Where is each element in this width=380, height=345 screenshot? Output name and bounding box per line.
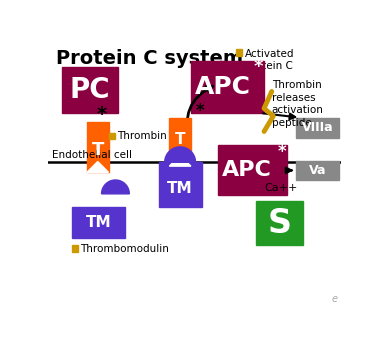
Text: e: e <box>331 294 337 304</box>
Text: *: * <box>254 58 263 76</box>
Polygon shape <box>87 161 109 172</box>
Bar <box>169 118 191 166</box>
Text: T: T <box>175 132 185 147</box>
Polygon shape <box>169 155 191 166</box>
Polygon shape <box>101 180 129 194</box>
Bar <box>296 161 339 180</box>
Bar <box>256 201 302 245</box>
Text: *: * <box>97 105 107 124</box>
Bar <box>71 207 125 238</box>
Bar <box>62 67 118 113</box>
Text: Endothelial cell: Endothelial cell <box>52 150 132 160</box>
Text: TM: TM <box>86 215 111 230</box>
Text: PC: PC <box>70 76 110 104</box>
Text: TM: TM <box>167 181 193 196</box>
Text: APC: APC <box>195 75 251 99</box>
Bar <box>71 245 78 252</box>
Bar <box>109 133 115 139</box>
Polygon shape <box>165 147 196 162</box>
Bar <box>236 49 242 56</box>
Bar <box>218 145 287 195</box>
Text: Protein C system: Protein C system <box>56 49 243 68</box>
Bar <box>296 118 339 138</box>
Text: Va: Va <box>309 164 326 177</box>
Text: Activated
protein C: Activated protein C <box>245 49 294 71</box>
Text: S: S <box>268 207 291 240</box>
Bar <box>191 61 264 113</box>
Text: Thrombomodulin: Thrombomodulin <box>80 244 169 254</box>
Text: APC: APC <box>222 160 272 180</box>
Text: Ca++: Ca++ <box>264 183 298 193</box>
Text: Thrombin
releases
activation
peptide: Thrombin releases activation peptide <box>272 80 324 128</box>
Text: T: T <box>92 141 104 159</box>
Text: VIIIa: VIIIa <box>302 121 333 134</box>
Text: Thrombin: Thrombin <box>117 131 167 141</box>
Text: *: * <box>277 142 286 160</box>
Text: *: * <box>196 102 204 120</box>
Bar <box>87 122 109 172</box>
Bar <box>158 162 202 207</box>
